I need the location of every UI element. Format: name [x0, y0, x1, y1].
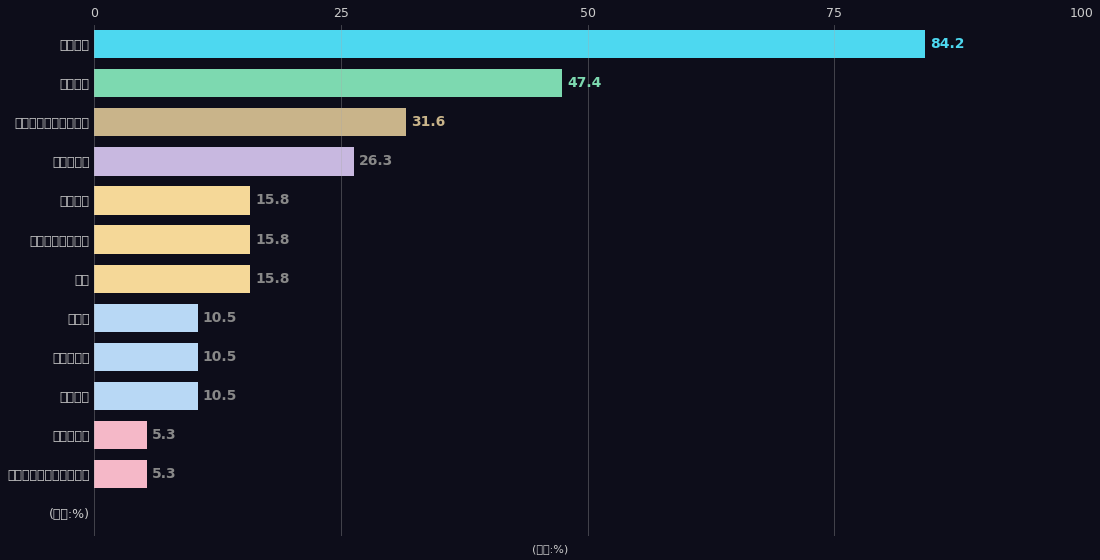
Bar	[95, 226, 250, 254]
Text: 5.3: 5.3	[152, 428, 176, 442]
Bar	[95, 304, 198, 332]
Bar	[95, 30, 925, 58]
Text: (単位:%): (単位:%)	[532, 544, 568, 554]
Bar	[95, 421, 146, 449]
Bar	[95, 108, 406, 137]
Text: 10.5: 10.5	[202, 311, 238, 325]
Text: 15.8: 15.8	[255, 232, 289, 246]
Bar	[95, 264, 250, 293]
Bar	[95, 343, 198, 371]
Text: 15.8: 15.8	[255, 272, 289, 286]
Bar	[95, 460, 146, 488]
Text: 5.3: 5.3	[152, 467, 176, 481]
Bar	[95, 69, 562, 97]
Bar	[95, 147, 354, 175]
Bar	[95, 382, 198, 410]
Bar	[95, 186, 250, 214]
Text: 31.6: 31.6	[411, 115, 446, 129]
Text: 10.5: 10.5	[202, 389, 238, 403]
Text: 26.3: 26.3	[359, 155, 393, 169]
Text: 15.8: 15.8	[255, 194, 289, 208]
Text: 47.4: 47.4	[566, 76, 602, 90]
Text: 10.5: 10.5	[202, 349, 238, 363]
Text: 84.2: 84.2	[931, 38, 965, 52]
